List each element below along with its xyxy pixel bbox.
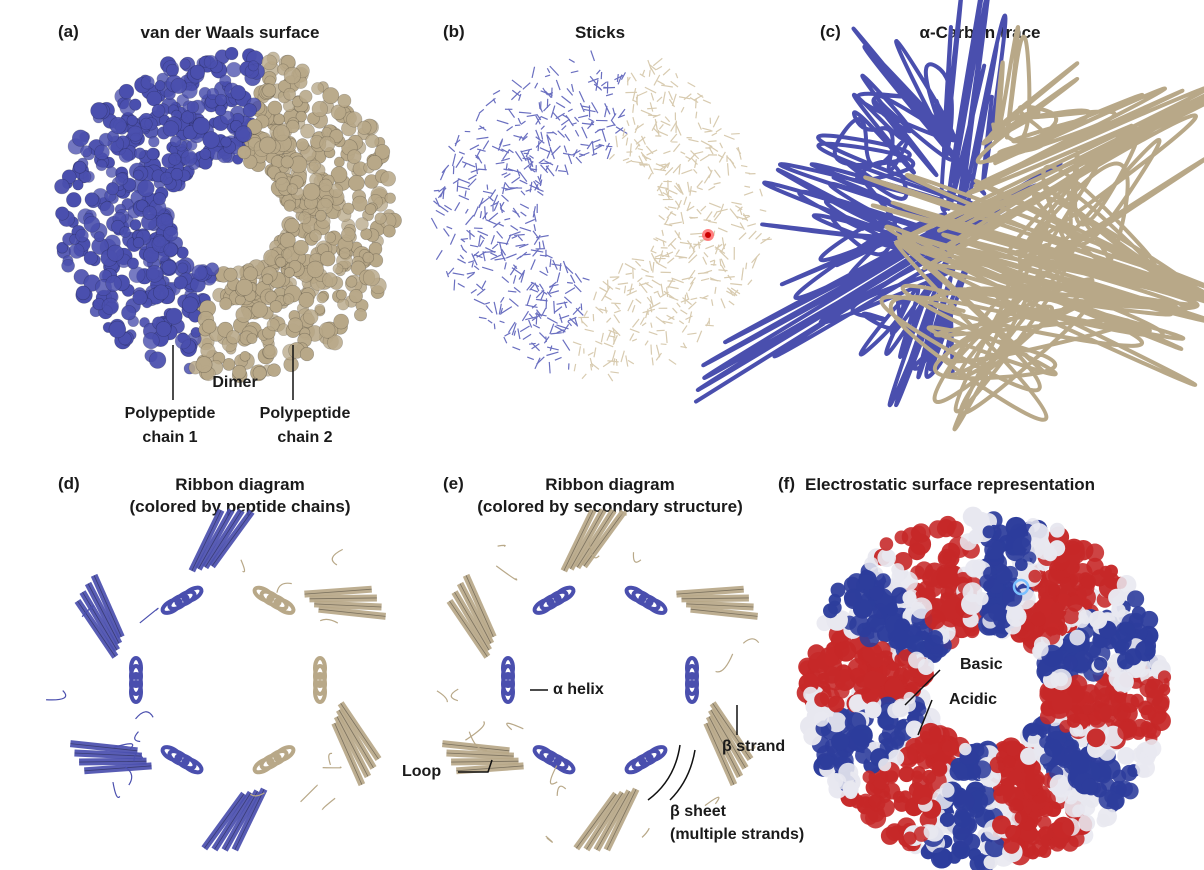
panel-f-letter: (f) (778, 474, 795, 493)
panel-d-title-2: (colored by peptide chains) (129, 497, 351, 516)
basic-label: Basic (960, 656, 1003, 673)
panel-e-title-2: (colored by secondary structure) (477, 497, 743, 516)
beta-sheet-label-2: (multiple strands) (670, 826, 805, 843)
panel-b-letter: (b) (443, 22, 465, 41)
alpha-helix-label: α helix (553, 681, 604, 698)
panel-e-letter: (e) (443, 474, 464, 493)
dimer-label: Dimer (212, 374, 258, 391)
chain2-label-1: Polypeptide (259, 405, 351, 422)
panel-c-letter: (c) (820, 22, 841, 41)
acidic-label: Acidic (949, 691, 998, 708)
chain2-label-2: chain 2 (277, 429, 333, 446)
chain1-label-2: chain 1 (142, 429, 198, 446)
highlight-ring (1012, 578, 1030, 596)
loop-label: Loop (402, 763, 442, 780)
beta-sheet-label-1: β sheet (670, 803, 727, 820)
chain1-label-1: Polypeptide (124, 405, 216, 422)
panel-d-letter: (d) (58, 474, 80, 493)
panel-e-title-1: Ribbon diagram (545, 475, 675, 494)
panel-d-title-1: Ribbon diagram (175, 475, 305, 494)
panel-a-letter: (a) (58, 22, 79, 41)
panel-a-title: van der Waals surface (140, 23, 320, 42)
panel-f-title: Electrostatic surface representation (805, 475, 1096, 494)
beta-strand-label: β strand (722, 738, 786, 755)
panel-b-title: Sticks (574, 23, 626, 42)
